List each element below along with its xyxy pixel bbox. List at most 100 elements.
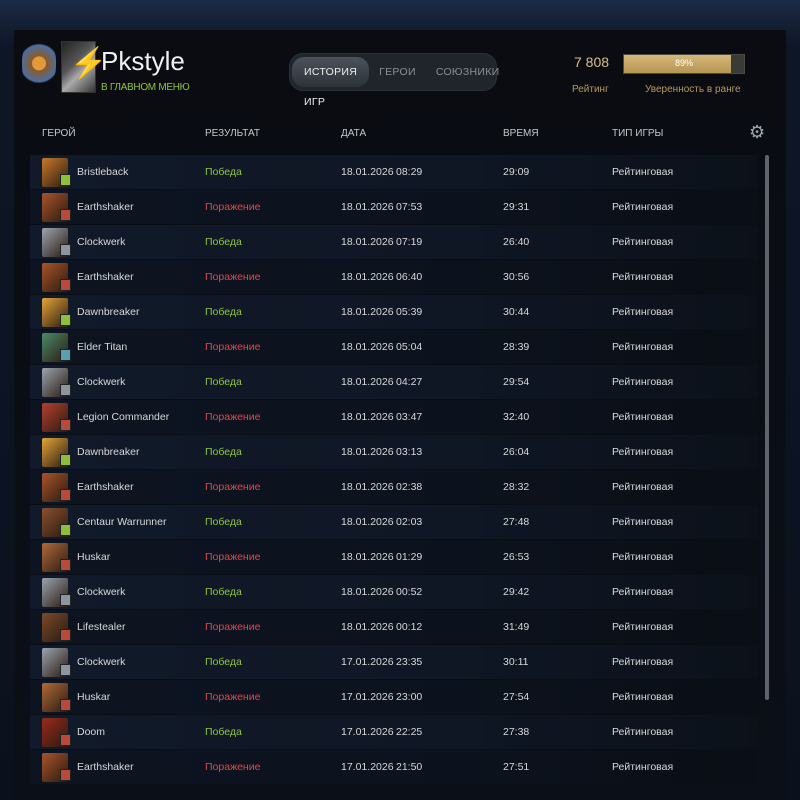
match-row[interactable]: Lifestealer Поражение 18.01.2026 00:12 3… [30, 610, 758, 645]
hero-role-icon [60, 559, 71, 571]
hero-name: Clockwerk [77, 586, 126, 598]
hero-role-icon [60, 349, 71, 361]
match-date: 18.01.2026 [341, 271, 394, 283]
match-row[interactable]: Bristleback Победа 18.01.2026 08:29 29:0… [30, 155, 758, 190]
match-row[interactable]: Dawnbreaker Победа 18.01.2026 05:39 30:4… [30, 295, 758, 330]
game-type: Рейтинговая [612, 166, 674, 178]
hero-name: Centaur Warrunner [77, 516, 167, 528]
scrollbar[interactable] [765, 155, 769, 700]
rating-label: Рейтинг [572, 84, 609, 95]
match-time: 23:00 [396, 691, 423, 703]
tab-match-history[interactable]: ИСТОРИЯ ИГР [292, 57, 370, 108]
match-duration: 26:04 [503, 446, 530, 458]
hero-role-icon [60, 174, 71, 186]
hero-role-icon [60, 664, 71, 676]
match-duration: 30:56 [503, 271, 530, 283]
hero-role-icon [60, 384, 71, 396]
match-row[interactable]: Earthshaker Поражение 17.01.2026 21:50 2… [30, 750, 758, 785]
match-row[interactable]: Doom Победа 17.01.2026 22:25 27:38 Рейти… [30, 715, 758, 750]
hero-name: Dawnbreaker [77, 446, 140, 458]
match-row[interactable]: Huskar Поражение 17.01.2026 23:00 27:54 … [30, 680, 758, 715]
hero-role-icon [60, 594, 71, 606]
column-result[interactable]: РЕЗУЛЬТАТ [205, 128, 260, 139]
rank-confidence-label: Уверенность в ранге [645, 84, 741, 95]
match-time: 03:47 [396, 411, 423, 423]
tab-allies[interactable]: СОЮЗНИКИ [435, 66, 500, 78]
match-row[interactable]: Clockwerk Победа 18.01.2026 07:19 26:40 … [30, 225, 758, 260]
match-time: 00:12 [396, 621, 423, 633]
hero-role-icon [60, 734, 71, 746]
match-result: Победа [205, 306, 242, 318]
hero-role-icon [60, 314, 71, 326]
match-result: Победа [205, 726, 242, 738]
hero-role-icon [60, 699, 71, 711]
tab-heroes[interactable]: ГЕРОИ [379, 66, 416, 78]
match-row[interactable]: Centaur Warrunner Победа 18.01.2026 02:0… [30, 505, 758, 540]
player-name: Pkstyle [101, 46, 185, 76]
rank-confidence-value: 89% [674, 58, 693, 68]
game-type: Рейтинговая [612, 411, 674, 423]
match-row[interactable]: Earthshaker Поражение 18.01.2026 06:40 3… [30, 260, 758, 295]
match-duration: 27:54 [503, 691, 530, 703]
game-type: Рейтинговая [612, 201, 674, 213]
match-row[interactable]: Legion Commander Поражение 18.01.2026 03… [30, 400, 758, 435]
rank-medal-icon [22, 40, 56, 92]
match-date: 18.01.2026 [341, 481, 394, 493]
match-row[interactable]: Dawnbreaker Победа 18.01.2026 03:13 26:0… [30, 435, 758, 470]
hero-role-icon [60, 629, 71, 641]
match-time: 01:29 [396, 551, 423, 563]
game-type: Рейтинговая [612, 656, 674, 668]
match-result: Поражение [205, 551, 261, 563]
match-row[interactable]: Elder Titan Поражение 18.01.2026 05:04 2… [30, 330, 758, 365]
match-result: Поражение [205, 271, 261, 283]
match-row[interactable]: Earthshaker Поражение 18.01.2026 02:38 2… [30, 470, 758, 505]
match-date: 17.01.2026 [341, 656, 394, 668]
match-duration: 28:32 [503, 481, 530, 493]
match-result: Поражение [205, 691, 261, 703]
game-type: Рейтинговая [612, 586, 674, 598]
match-row[interactable]: Clockwerk Победа 17.01.2026 23:35 30:11 … [30, 645, 758, 680]
match-date: 18.01.2026 [341, 236, 394, 248]
match-time: 08:29 [396, 166, 423, 178]
hero-role-icon [60, 209, 71, 221]
game-type: Рейтинговая [612, 516, 674, 528]
match-time: 02:03 [396, 516, 423, 528]
gear-icon[interactable]: ⚙ [749, 122, 766, 142]
match-result: Победа [205, 236, 242, 248]
match-row[interactable]: Clockwerk Победа 18.01.2026 00:52 29:42 … [30, 575, 758, 610]
game-type: Рейтинговая [612, 551, 674, 563]
match-time: 05:39 [396, 306, 423, 318]
column-duration[interactable]: ВРЕМЯ [503, 128, 539, 139]
match-date: 18.01.2026 [341, 341, 394, 353]
match-date: 18.01.2026 [341, 166, 394, 178]
match-result: Победа [205, 376, 242, 388]
column-hero[interactable]: ГЕРОЙ [42, 128, 76, 139]
hero-role-icon [60, 419, 71, 431]
game-type: Рейтинговая [612, 481, 674, 493]
game-type: Рейтинговая [612, 271, 674, 283]
hero-name: Legion Commander [77, 411, 170, 423]
match-duration: 29:09 [503, 166, 530, 178]
avatar[interactable] [61, 41, 96, 93]
lightning-icon: ⚡ [70, 47, 108, 80]
column-date[interactable]: ДАТА [341, 128, 367, 139]
match-time: 00:52 [396, 586, 423, 598]
match-time: 07:53 [396, 201, 423, 213]
match-time: 21:50 [396, 761, 423, 773]
match-row[interactable]: Huskar Поражение 18.01.2026 01:29 26:53 … [30, 540, 758, 575]
hero-name: Elder Titan [77, 341, 128, 353]
hero-name: Clockwerk [77, 656, 126, 668]
match-result: Победа [205, 446, 242, 458]
hero-name: Dawnbreaker [77, 306, 140, 318]
match-row[interactable]: Clockwerk Победа 18.01.2026 04:27 29:54 … [30, 365, 758, 400]
column-game-type[interactable]: ТИП ИГРЫ [612, 128, 664, 139]
match-result: Поражение [205, 481, 261, 493]
hero-name: Earthshaker [77, 761, 134, 773]
match-row[interactable]: Earthshaker Поражение 18.01.2026 07:53 2… [30, 190, 758, 225]
match-duration: 29:31 [503, 201, 530, 213]
match-time: 22:25 [396, 726, 423, 738]
hero-role-icon [60, 524, 71, 536]
match-time: 06:40 [396, 271, 423, 283]
rating-value: 7 808 [574, 54, 610, 70]
match-duration: 27:38 [503, 726, 530, 738]
